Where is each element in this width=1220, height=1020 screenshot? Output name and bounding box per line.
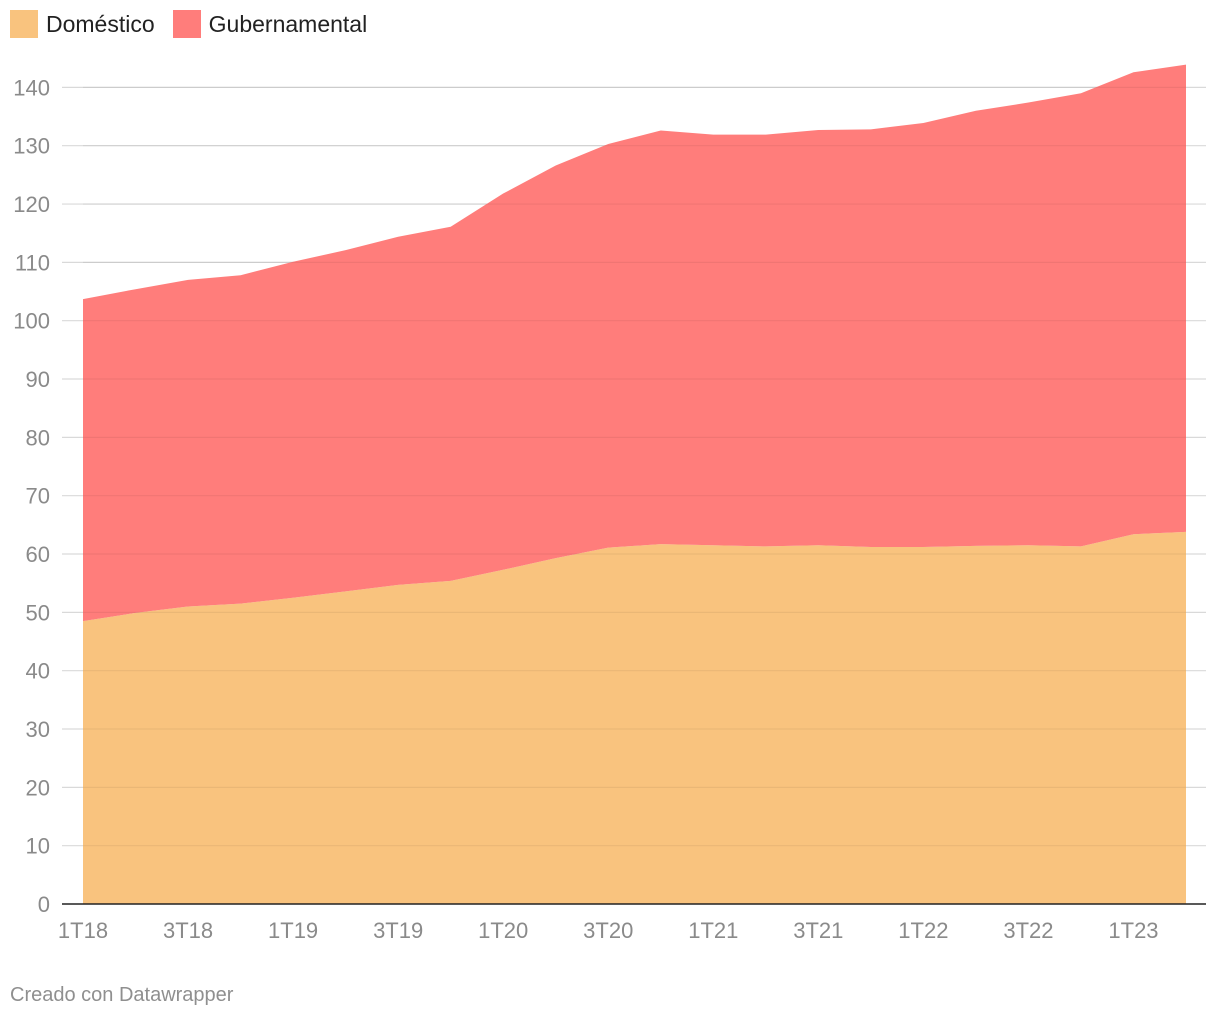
y-tick-label: 50 [26, 600, 50, 625]
x-tick-label: 3T18 [163, 918, 213, 943]
x-tick-label: 3T21 [793, 918, 843, 943]
area-series [62, 64, 1206, 905]
y-tick-label: 30 [26, 717, 50, 742]
y-tick-label: 140 [13, 75, 50, 100]
y-tick-label: 110 [15, 250, 50, 275]
credit-text: Creado con Datawrapper [10, 984, 234, 1006]
stacked-area-chart: 0 10 20 30 40 50 60 70 80 90 100 110 120 130 140 1T18 3… [13, 64, 1206, 943]
x-axis-ticks: 1T18 3T18 1T19 3T19 1T20 3T20 1T21 3T21 1T22 3T22… [58, 918, 1159, 943]
legend-swatch-domestico [10, 10, 38, 38]
x-tick-label: 1T18 [58, 918, 108, 943]
y-tick-label: 130 [13, 134, 50, 159]
y-tick-label: 0 [38, 892, 50, 917]
legend-label-gubernamental: Gubernamental [208, 10, 368, 37]
x-tick-label: 1T23 [1108, 918, 1158, 943]
chart-legend: Doméstico Gubernamental [10, 10, 367, 38]
x-tick-label: 3T22 [1003, 918, 1053, 943]
y-tick-label: 70 [26, 484, 50, 509]
y-tick-label: 40 [26, 659, 50, 684]
x-tick-label: 3T20 [583, 918, 633, 943]
x-tick-label: 1T21 [688, 918, 738, 943]
area-gubernamental [83, 64, 1186, 622]
y-tick-label: 120 [13, 192, 50, 217]
y-axis-ticks: 0 10 20 30 40 50 60 70 80 90 100 110 120 130 140 [13, 75, 50, 917]
legend-swatch-gubernamental [172, 10, 201, 38]
area-domestico [83, 531, 1186, 904]
y-tick-label: 20 [26, 775, 50, 800]
x-tick-label: 1T22 [898, 918, 948, 943]
y-tick-label: 90 [26, 367, 50, 392]
y-tick-label: 100 [13, 309, 50, 334]
legend-item-gubernamental: Gubernamental [172, 10, 368, 38]
y-tick-label: 80 [26, 425, 50, 450]
y-tick-label: 60 [26, 542, 50, 567]
x-tick-label: 1T20 [478, 918, 528, 943]
legend-item-domestico: Doméstico [10, 10, 155, 38]
y-tick-label: 10 [26, 834, 50, 859]
x-tick-label: 3T19 [373, 918, 423, 943]
x-tick-label: 1T19 [268, 918, 318, 943]
legend-label-domestico: Doméstico [46, 10, 155, 37]
